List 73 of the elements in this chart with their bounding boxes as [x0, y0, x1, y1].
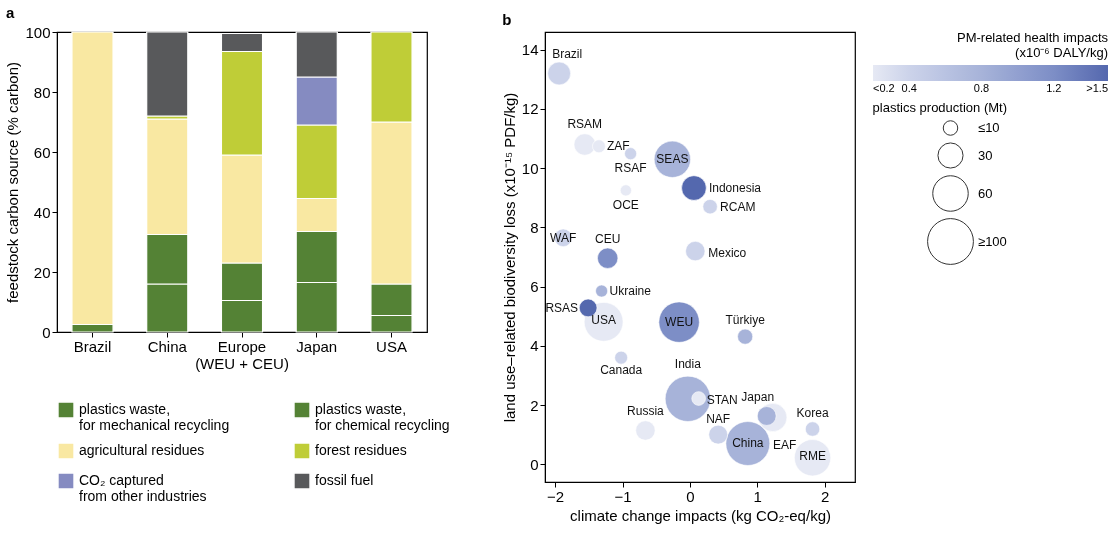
x-tick-label: Brazil: [73, 337, 112, 355]
x-tick-label: −1: [614, 487, 632, 505]
annotation: RSAM: [567, 116, 603, 131]
annotation: USA: [591, 312, 616, 327]
legend-label: forest residues: [315, 442, 407, 458]
y-axis-title: feedstock carbon source (% carbon): [4, 62, 22, 303]
y-tick-label: 10: [521, 159, 539, 177]
x-tick-label: Europe (WEU + CEU): [195, 337, 289, 372]
y-tick-label: 20: [33, 263, 51, 281]
y-tick-label: 2: [530, 396, 539, 414]
y-tick-label: 40: [33, 203, 51, 221]
annotation: RME: [799, 448, 826, 463]
legend-label: ≤10: [978, 120, 1000, 135]
y-tick-label: 100: [25, 23, 51, 41]
y-tick-label: 60: [33, 143, 51, 161]
y-tick-label: 4: [530, 337, 539, 355]
color-bar-label: 1.2: [1046, 82, 1062, 94]
annotation: NAF: [706, 411, 731, 426]
annotation: RSAS: [545, 300, 579, 315]
legend-label: 30: [978, 147, 993, 163]
y-tick-label: 6: [530, 278, 539, 296]
color-bar-label: 0.8: [973, 82, 990, 94]
y-tick-label: 0: [530, 455, 539, 473]
annotation: Ukraine: [609, 284, 652, 299]
y-tick-label: 8: [530, 218, 539, 236]
annotation: China: [732, 435, 764, 450]
x-axis-title: climate change impacts (kg CO₂-eq/kg): [570, 506, 831, 524]
annotation: ZAF: [606, 139, 630, 154]
annotation: Korea: [796, 406, 829, 421]
annotation: STAN: [706, 392, 738, 407]
annotation: Japan: [741, 389, 775, 404]
annotation: Türkiye: [725, 312, 766, 327]
color-bar-label: >1.5: [1086, 82, 1108, 94]
annotation: Indonesia: [708, 181, 762, 196]
legend-label: fossil fuel: [315, 472, 374, 488]
y-tick-label: 14: [521, 41, 539, 59]
legend-title: plastics production (Mt): [872, 100, 1007, 115]
annotation: OCE: [612, 198, 639, 213]
x-tick-label: Japan: [296, 337, 338, 355]
annotation: CEU: [595, 232, 621, 247]
annotation: WAF: [550, 230, 577, 245]
y-tick-label: 12: [521, 100, 539, 118]
y-axis-title: land use–related biodiversity loss (x10⁻¹⁵ PDF/kg): [500, 92, 518, 423]
annotation: WEU: [665, 315, 694, 330]
x-tick-label: 1: [753, 487, 762, 505]
color-bar-label: 0.4: [901, 82, 917, 94]
annotation: RSAF: [614, 160, 647, 175]
annotation: Canada: [600, 362, 643, 377]
annotation: Russia: [627, 404, 665, 419]
x-tick-label: −2: [547, 487, 565, 505]
legend-label: 60: [978, 185, 993, 201]
legend-label: ≥100: [978, 233, 1007, 249]
annotation: EAF: [773, 438, 797, 453]
y-tick-label: 80: [33, 83, 51, 101]
color-bar-label: <0.2: [873, 82, 895, 94]
annotation: SEAS: [656, 152, 689, 167]
annotation: Mexico: [708, 246, 747, 261]
bar: [146, 31, 189, 117]
legend-label: CO₂ captured from other industries: [79, 472, 207, 504]
chart-title: b: [502, 11, 512, 28]
y-tick-label: 0: [42, 323, 51, 341]
legend-label: plastics waste, for mechanical recycling: [79, 401, 230, 433]
annotation: RCAM: [720, 199, 756, 214]
annotation: Brazil: [552, 47, 583, 62]
x-tick-label: USA: [376, 337, 407, 355]
legend-label: agricultural residues: [79, 442, 205, 458]
color-bar-title: PM-related health impacts (x10⁻⁶ DALY/kg): [956, 30, 1109, 60]
x-tick-label: 2: [821, 487, 830, 505]
chart-title: a: [5, 4, 15, 21]
x-tick-label: 0: [686, 487, 695, 505]
annotation: India: [674, 356, 702, 371]
x-tick-label: China: [147, 337, 188, 355]
legend-label: plastics waste, for chemical recycling: [315, 401, 450, 433]
